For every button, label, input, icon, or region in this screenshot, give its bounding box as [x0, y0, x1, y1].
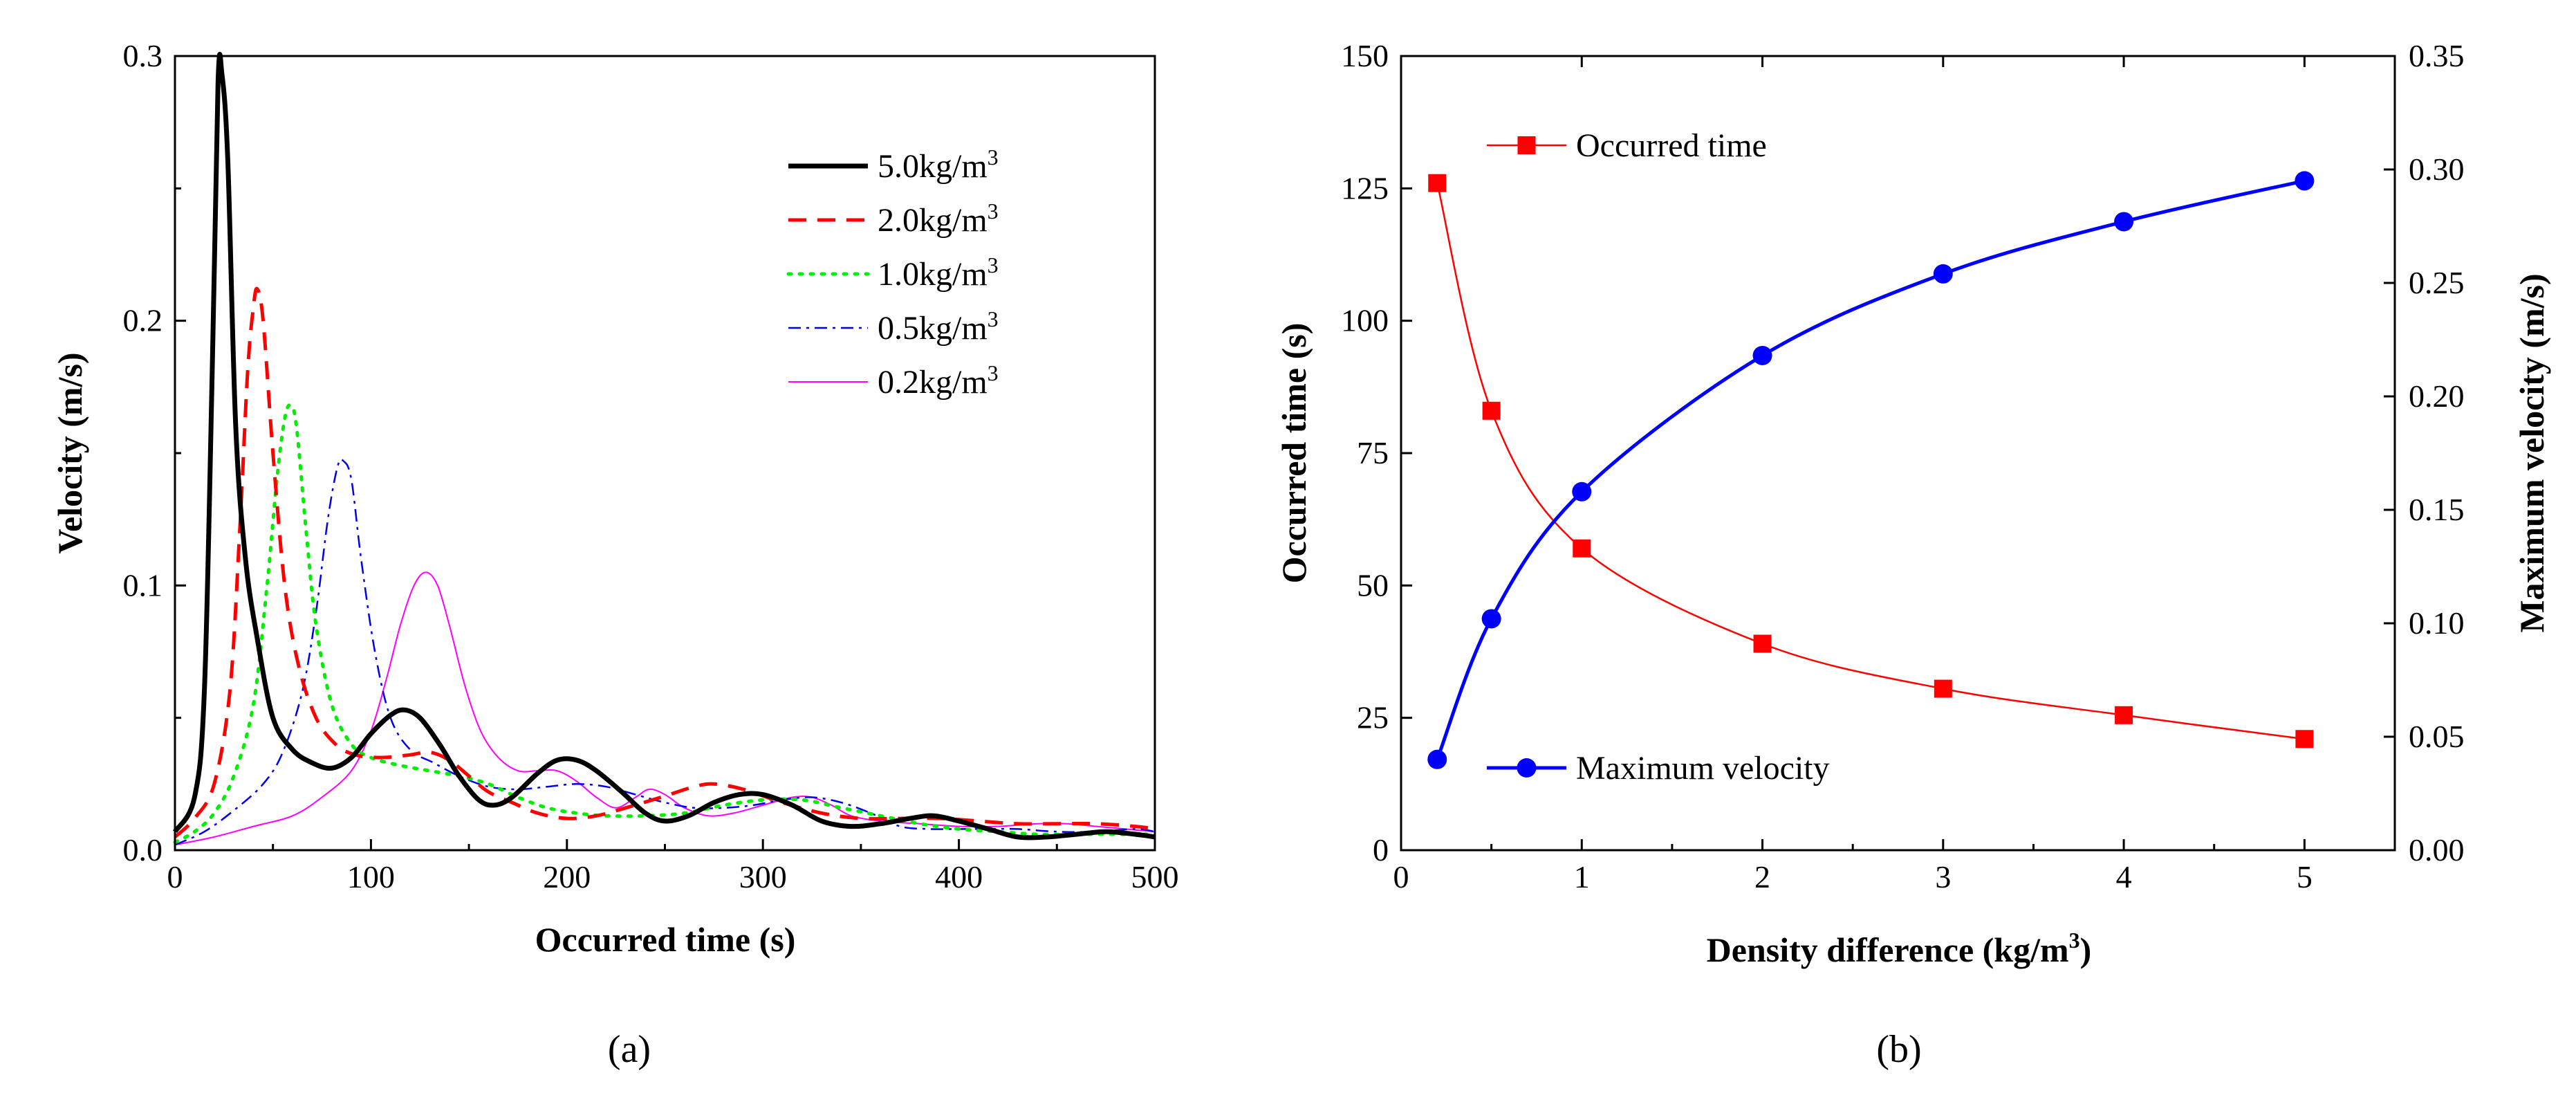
chart-b-point-occurred-time	[2295, 730, 2314, 749]
chart-b-right-tick-label: 0.10	[2409, 605, 2465, 641]
chart-a-legend: 5.0kg/m32.0kg/m31.0kg/m30.5kg/m30.2kg/m3	[786, 145, 999, 401]
chart-b-left-axis-title: Occurred time (s)	[1275, 323, 1313, 584]
chart-b-panel-label: (b)	[1876, 1028, 1921, 1071]
chart-a-legend-label-base: 0.2kg/m	[878, 364, 988, 401]
chart-a-x-tick-label: 500	[1131, 859, 1179, 894]
chart-b-point-max-velocity	[1481, 609, 1501, 629]
chart-b-x-axis-title-close: )	[2080, 930, 2092, 969]
chart-b-series-line-max-velocity	[1435, 178, 2305, 760]
chart-a-y-tick-label: 0.2	[123, 303, 163, 338]
chart-a-y-tick-label: 0.1	[123, 567, 163, 603]
chart-b-point-occurred-time	[1934, 679, 1952, 698]
chart-b-x-tick-label: 2	[1754, 859, 1770, 894]
chart-b-left-tick-label: 150	[1341, 38, 1389, 73]
chart-a-x-tick-label: 0	[167, 859, 183, 894]
chart-b-point-occurred-time	[1573, 539, 1591, 558]
chart-a-panel-label: (a)	[608, 1028, 651, 1071]
chart-b-left-tick-label: 25	[1357, 700, 1389, 735]
chart-b-point-max-velocity	[1933, 264, 1953, 284]
chart-b-point-max-velocity	[1427, 749, 1447, 769]
chart-b-x-axis-title-base: Density difference (kg/m	[1707, 930, 2069, 969]
chart-a-legend-label: 0.5kg/m3	[878, 306, 999, 347]
chart-a-legend-label: 5.0kg/m3	[878, 145, 999, 185]
chart-b-x-axis-title: Density difference (kg/m3)	[1707, 928, 2092, 969]
chart-b-right-tick-label: 0.05	[2409, 719, 2465, 754]
chart-b-left-tick-label: 100	[1341, 303, 1389, 338]
chart-a-legend-label-sup: 3	[988, 145, 999, 169]
chart-a-legend-label-base: 2.0kg/m	[878, 202, 988, 239]
chart-a-legend-label-base: 0.5kg/m	[878, 310, 988, 347]
chart-a-x-axis-title: Occurred time (s)	[535, 920, 796, 959]
chart-b-point-occurred-time	[1753, 634, 1772, 653]
chart-a-legend-label-sup: 3	[988, 199, 999, 223]
chart-b-x-tick-label: 5	[2297, 859, 2313, 894]
chart-b-legend-swatch-marker	[1517, 136, 1536, 154]
chart-b-left-tick-label: 125	[1341, 170, 1389, 205]
chart-b-left-tick-label: 75	[1357, 435, 1389, 470]
chart-b-legend-label: Maximum velocity	[1576, 750, 1830, 787]
chart-a-x-tick-label: 100	[347, 859, 395, 894]
chart-a-plot-frame	[174, 55, 1156, 852]
chart-b-point-max-velocity	[2295, 171, 2315, 191]
chart-b-right-tick-label: 0.15	[2409, 492, 2465, 527]
chart-b-point-occurred-time	[2115, 706, 2133, 724]
chart-b-x-tick-label: 3	[1935, 859, 1951, 894]
chart-b-point-max-velocity	[1572, 481, 1592, 502]
chart-b-right-tick-label: 0.30	[2409, 151, 2465, 187]
chart-b-right-tick-label: 0.00	[2409, 832, 2465, 867]
chart-a-y-tick-label: 0.0	[123, 832, 163, 867]
chart-a-series-line-2-0kgm3	[174, 286, 1156, 838]
chart-a-legend-label: 0.2kg/m3	[878, 360, 999, 401]
chart-b-left-tick-label: 0	[1373, 832, 1389, 867]
chart-b-legend-label: Occurred time	[1576, 127, 1767, 164]
chart-b-right-tick-label: 0.25	[2409, 265, 2465, 300]
chart-b-point-max-velocity	[1752, 345, 1772, 365]
chart-b-x-tick-label: 4	[2116, 859, 2132, 894]
chart-b-right-tick-label: 0.20	[2409, 378, 2465, 414]
chart-a-series-line-1-0kgm3	[173, 403, 1157, 844]
chart-b-series-line-occurred-time	[1436, 183, 2305, 740]
chart-a-legend-label-sup: 3	[988, 360, 999, 385]
chart-a: 0 100 200 300 400 500 0.0 0.1 0.2 0.3 Occurred t…	[50, 38, 1179, 1071]
chart-a-legend-label: 2.0kg/m3	[878, 199, 999, 239]
chart-a-x-tick-label: 400	[935, 859, 983, 894]
chart-b-x-axis-title-sup: 3	[2069, 928, 2080, 953]
chart-a-y-axis-title: Velocity (m/s)	[50, 352, 89, 553]
chart-b-x-tick-label: 1	[1574, 859, 1590, 894]
chart-b-x-tick-label: 0	[1393, 859, 1409, 894]
chart-a-y-tick-label: 0.3	[123, 38, 163, 73]
chart-a-series-line-0-5kgm3	[174, 458, 1156, 846]
chart-b-point-max-velocity	[2114, 212, 2134, 232]
chart-b-legend-swatch-marker	[1517, 758, 1537, 778]
chart-a-x-tick-label: 300	[739, 859, 787, 894]
chart-b: 0 1 2 3 4 5 0 25 50 75 100 125 150 0.00 0.05 0.10 0.15…	[1275, 38, 2551, 1071]
chart-a-legend-label-sup: 3	[988, 252, 999, 277]
chart-a-x-tick-label: 200	[543, 859, 591, 894]
chart-b-left-tick-label: 50	[1357, 567, 1389, 603]
chart-a-legend-label-base: 1.0kg/m	[878, 256, 988, 293]
chart-a-legend-label-sup: 3	[988, 306, 999, 331]
chart-a-legend-label-base: 5.0kg/m	[878, 148, 988, 185]
chart-a-series-line-0-2kgm3	[174, 571, 1156, 846]
chart-b-legend: Occurred time Maximum velocity	[1487, 127, 1830, 787]
chart-b-point-occurred-time	[1482, 401, 1501, 420]
chart-a-legend-label: 1.0kg/m3	[878, 252, 999, 293]
chart-b-point-occurred-time	[1428, 174, 1447, 192]
chart-a-series-line-5-0kgm3	[172, 52, 1156, 841]
chart-b-right-axis-title: Maximum velocity (m/s)	[2512, 273, 2551, 632]
chart-b-right-tick-label: 0.35	[2409, 38, 2465, 73]
